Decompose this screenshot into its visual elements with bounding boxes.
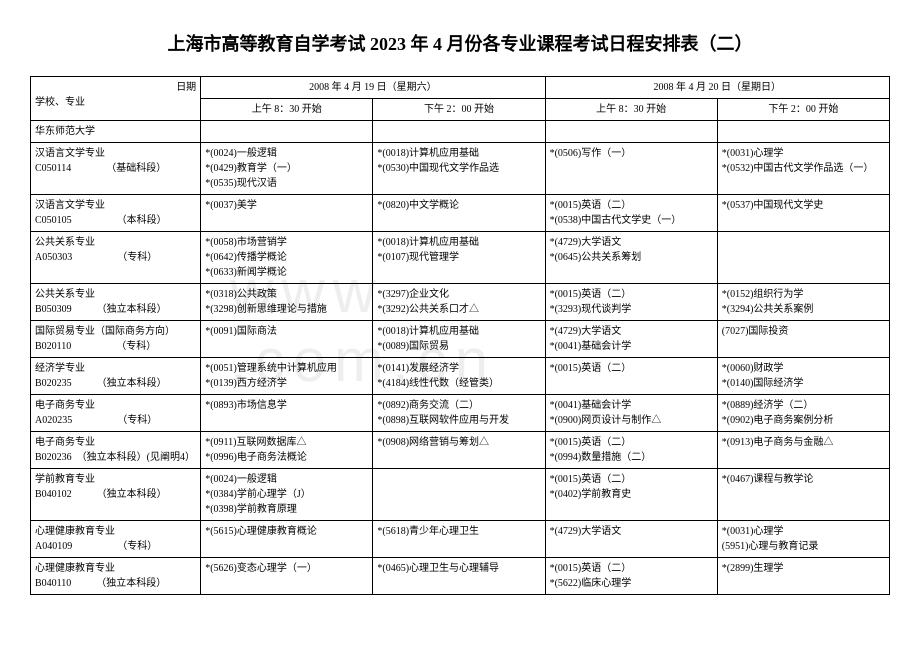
course-cell: *(0041)基础会计学 *(0900)网页设计与制作△: [545, 395, 717, 432]
course-cell: [201, 121, 373, 143]
course-cell: *(2899)生理学: [717, 558, 889, 595]
table-row: 华东师范大学: [31, 121, 890, 143]
course-cell: *(0015)英语（二） *(0538)中国古代文学史（一）: [545, 195, 717, 232]
session1-header: 上午 8：30 开始: [201, 99, 373, 121]
table-row: 电子商务专业 B020236 （独立本科段）(见阐明4）*(0911)互联网数据…: [31, 432, 890, 469]
course-cell: *(5626)变态心理学（一）: [201, 558, 373, 595]
table-row: 学前教育专业 B040102 （独立本科段）*(0024)一般逻辑 *(0384…: [31, 469, 890, 521]
course-cell: *(5615)心理健康教育概论: [201, 521, 373, 558]
schedule-table: 日期 学校、专业 2008 年 4 月 19 日（星期六） 2008 年 4 月…: [30, 76, 890, 595]
course-cell: (7027)国际投资: [717, 321, 889, 358]
course-cell: *(0051)管理系统中计算机应用 *(0139)西方经济学: [201, 358, 373, 395]
course-cell: *(0018)计算机应用基础 *(0089)国际贸易: [373, 321, 545, 358]
school-name-cell: 华东师范大学: [31, 121, 201, 143]
course-cell: *(0015)英语（二） *(0994)数量措施（二）: [545, 432, 717, 469]
table-row: 公共关系专业 A050303 （专科）*(0058)市场营销学 *(0642)传…: [31, 232, 890, 284]
day1-header: 2008 年 4 月 19 日（星期六）: [201, 77, 545, 99]
major-cell: 汉语言文学专业 C050105 （本科段）: [31, 195, 201, 232]
table-row: 汉语言文学专业 C050105 （本科段）*(0037)美学*(0820)中文学…: [31, 195, 890, 232]
course-cell: *(0015)英语（二） *(3293)现代谈判学: [545, 284, 717, 321]
course-cell: *(0467)课程与教学论: [717, 469, 889, 521]
major-cell: 学前教育专业 B040102 （独立本科段）: [31, 469, 201, 521]
session4-header: 下午 2：00 开始: [717, 99, 889, 121]
major-cell: 电子商务专业 A020235 （专科）: [31, 395, 201, 432]
course-cell: *(4729)大学语文 *(0041)基础会计学: [545, 321, 717, 358]
course-cell: *(5618)青少年心理卫生: [373, 521, 545, 558]
course-cell: [373, 121, 545, 143]
course-cell: *(0465)心理卫生与心理辅导: [373, 558, 545, 595]
course-cell: *(0015)英语（二）: [545, 358, 717, 395]
major-cell: 电子商务专业 B020236 （独立本科段）(见阐明4）: [31, 432, 201, 469]
course-cell: *(0031)心理学 (5951)心理与教育记录: [717, 521, 889, 558]
major-cell: 经济学专业 B020235 （独立本科段）: [31, 358, 201, 395]
course-cell: *(0893)市场信息学: [201, 395, 373, 432]
major-cell: 心理健康教育专业 B040110 （独立本科段）: [31, 558, 201, 595]
course-cell: *(0537)中国现代文学史: [717, 195, 889, 232]
course-cell: *(0506)写作（一）: [545, 143, 717, 195]
page-title: 上海市高等教育自学考试 2023 年 4 月份各专业课程考试日程安排表（二）: [30, 30, 890, 56]
course-cell: *(0889)经济学（二） *(0902)电子商务案例分析: [717, 395, 889, 432]
major-cell: 心理健康教育专业 A040109 （专科）: [31, 521, 201, 558]
course-cell: *(0318)公共政策 *(3298)创新思维理论与措施: [201, 284, 373, 321]
course-cell: *(0024)一般逻辑 *(0429)教育学（一） *(0535)现代汉语: [201, 143, 373, 195]
course-cell: *(0018)计算机应用基础 *(0107)现代管理学: [373, 232, 545, 284]
course-cell: *(0911)互联网数据库△ *(0996)电子商务法概论: [201, 432, 373, 469]
course-cell: *(4729)大学语文: [545, 521, 717, 558]
course-cell: [717, 121, 889, 143]
course-cell: *(0908)网络营销与筹划△: [373, 432, 545, 469]
table-row: 公共关系专业 B050309 （独立本科段）*(0318)公共政策 *(3298…: [31, 284, 890, 321]
major-cell: 公共关系专业 A050303 （专科）: [31, 232, 201, 284]
course-cell: *(4729)大学语文 *(0645)公共关系筹划: [545, 232, 717, 284]
course-cell: *(0018)计算机应用基础 *(0530)中国现代文学作品选: [373, 143, 545, 195]
course-cell: *(0015)英语（二） *(5622)临床心理学: [545, 558, 717, 595]
day2-header: 2008 年 4 月 20 日（星期日）: [545, 77, 889, 99]
course-cell: *(0037)美学: [201, 195, 373, 232]
course-cell: *(0913)电子商务与金融△: [717, 432, 889, 469]
course-cell: [545, 121, 717, 143]
major-cell: 国际贸易专业（国际商务方向） B020110 （专科）: [31, 321, 201, 358]
course-cell: *(0892)商务交流（二） *(0898)互联网软件应用与开发: [373, 395, 545, 432]
course-cell: [373, 469, 545, 521]
course-cell: *(3297)企业文化 *(3292)公共关系口才△: [373, 284, 545, 321]
table-row: 汉语言文学专业 C050114 （基础科段）*(0024)一般逻辑 *(0429…: [31, 143, 890, 195]
course-cell: *(0024)一般逻辑 *(0384)学前心理学（J） *(0398)学前教育原…: [201, 469, 373, 521]
course-cell: *(0058)市场营销学 *(0642)传播学概论 *(0633)新闻学概论: [201, 232, 373, 284]
course-cell: *(0820)中文学概论: [373, 195, 545, 232]
session3-header: 上午 8：30 开始: [545, 99, 717, 121]
table-row: 国际贸易专业（国际商务方向） B020110 （专科）*(0091)国际商法*(…: [31, 321, 890, 358]
course-cell: [717, 232, 889, 284]
major-cell: 公共关系专业 B050309 （独立本科段）: [31, 284, 201, 321]
course-cell: *(0015)英语（二） *(0402)学前教育史: [545, 469, 717, 521]
table-row: 电子商务专业 A020235 （专科）*(0893)市场信息学*(0892)商务…: [31, 395, 890, 432]
course-cell: *(0091)国际商法: [201, 321, 373, 358]
corner-header: 日期 学校、专业: [31, 77, 201, 121]
course-cell: *(0152)组织行为学 *(3294)公共关系案例: [717, 284, 889, 321]
course-cell: *(0031)心理学 *(0532)中国古代文学作品选（一）: [717, 143, 889, 195]
course-cell: *(0060)财政学 *(0140)国际经济学: [717, 358, 889, 395]
major-cell: 汉语言文学专业 C050114 （基础科段）: [31, 143, 201, 195]
table-row: 心理健康教育专业 B040110 （独立本科段）*(5626)变态心理学（一）*…: [31, 558, 890, 595]
course-cell: *(0141)发展经济学 *(4184)线性代数（经管类）: [373, 358, 545, 395]
table-row: 经济学专业 B020235 （独立本科段）*(0051)管理系统中计算机应用 *…: [31, 358, 890, 395]
table-row: 心理健康教育专业 A040109 （专科）*(5615)心理健康教育概论*(56…: [31, 521, 890, 558]
session2-header: 下午 2：00 开始: [373, 99, 545, 121]
